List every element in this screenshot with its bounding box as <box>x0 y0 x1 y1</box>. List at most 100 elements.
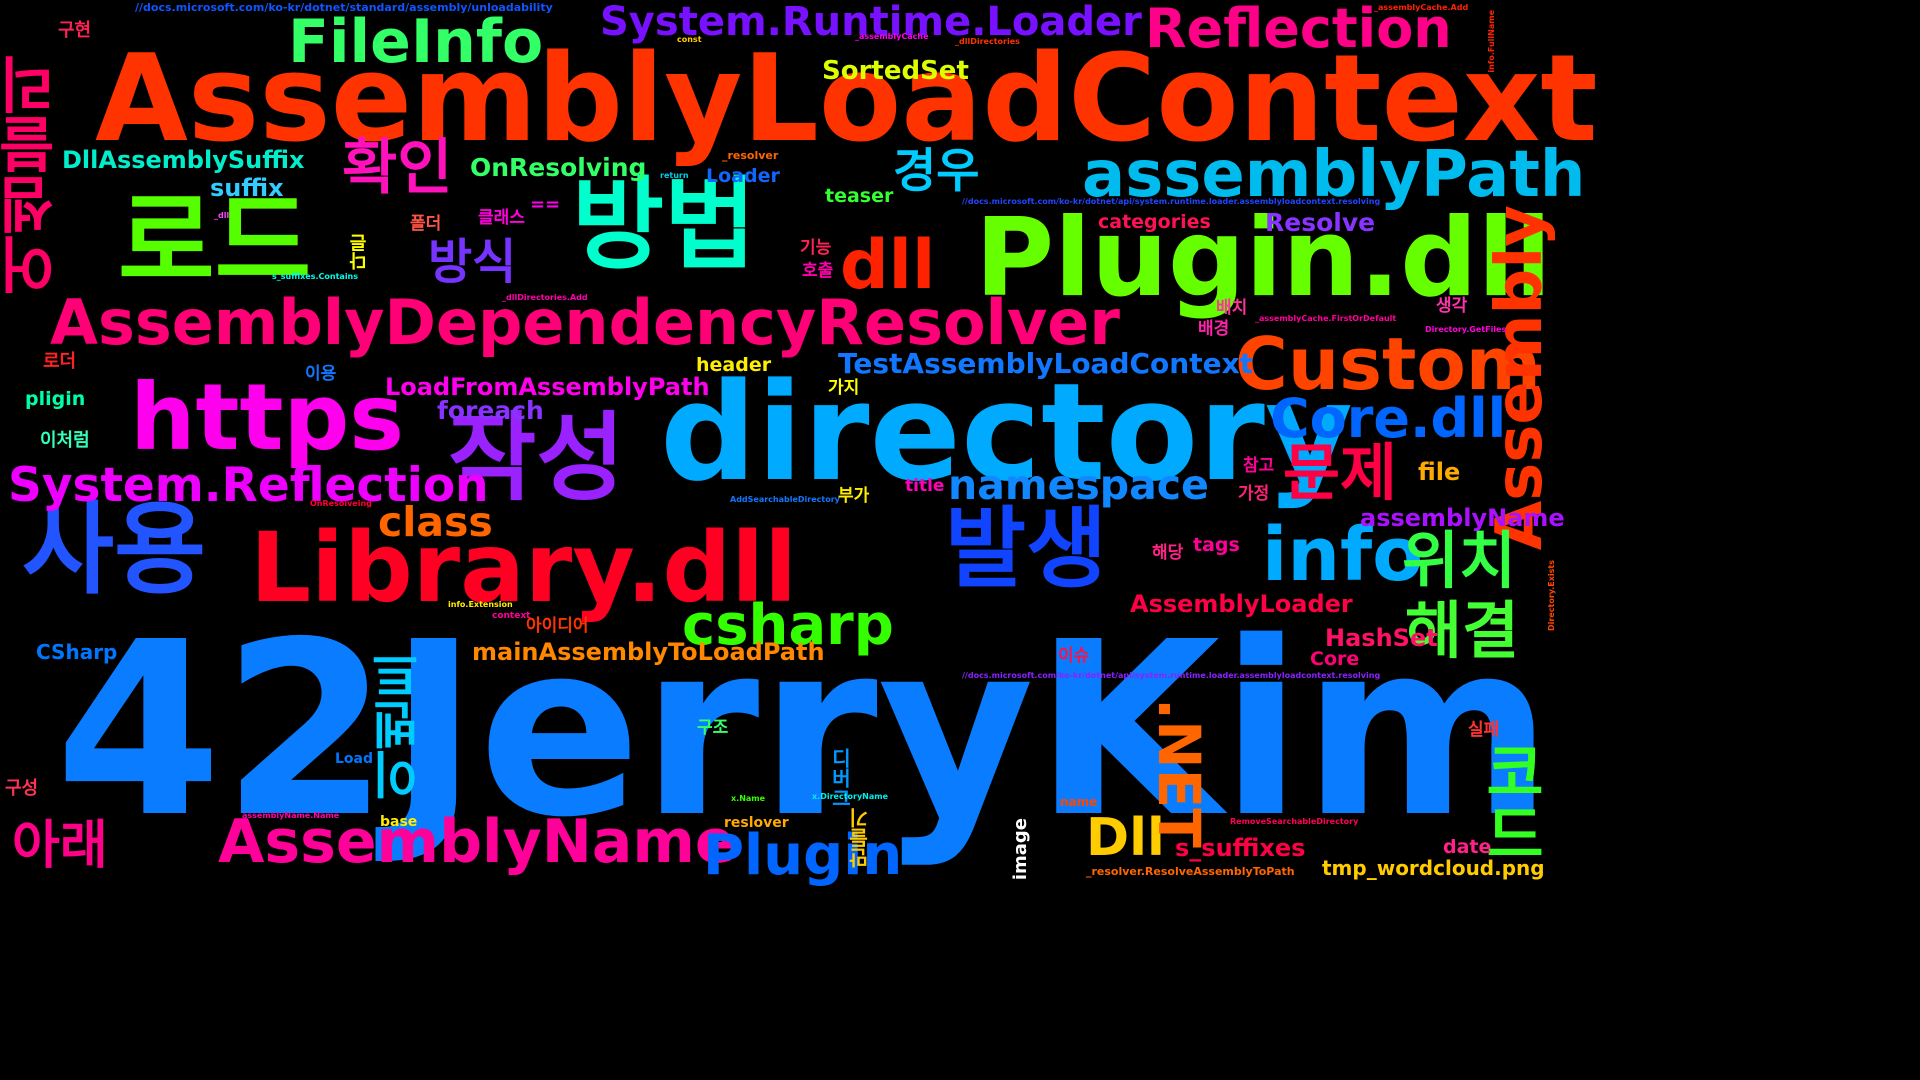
word-haegyeol: 해결 <box>1405 594 1520 667</box>
word-plugin-dll: Plugin.dll <box>975 196 1552 321</box>
word-resolve: Resolve <box>1265 208 1376 237</box>
word-gaji: 가지 <box>828 378 860 398</box>
word-const: const <box>677 35 702 44</box>
word-dll: dll <box>840 226 936 305</box>
word-icheoreom: 이처럼 <box>40 430 90 451</box>
word-loadfromassemblypath: LoadFromAssemblyPath <box>385 373 710 401</box>
word-testassemblyloadcontext: TestAssemblyLoadContext <box>838 347 1254 380</box>
word-haedang: 해당 <box>1152 543 1184 563</box>
word-s-suffixes-contains: s_suffixes.Contains <box>272 272 359 281</box>
word-custom: Custom <box>1235 322 1541 406</box>
word-https: https <box>130 364 405 471</box>
word-aidieo: 아이디어 <box>526 616 589 636</box>
word-balsaeng: 발생 <box>945 497 1107 600</box>
word-eosembeulli: 어셈블리 <box>0 55 67 295</box>
word-directory-exists: Directory.Exists <box>1547 560 1556 631</box>
word-addsearchabledirectory: AddSearchableDirectory <box>730 495 840 504</box>
word-url-resolving-2: //docs.microsoft.com/ko-kr/dotnet/api/sy… <box>962 671 1381 680</box>
word-url-resolving-1: //docs.microsoft.com/ko-kr/dotnet/api/sy… <box>962 197 1381 206</box>
word-csharp-cap: CSharp <box>36 640 118 664</box>
word-hochul: 호출 <box>802 261 834 281</box>
word-directory: directory <box>660 354 1353 511</box>
word-date: date <box>1443 836 1492 858</box>
word-baegyeong: 배경 <box>1198 319 1230 339</box>
word-title: title <box>905 476 945 496</box>
word-return: return <box>660 171 689 180</box>
word-sortedset: SortedSet <box>822 56 969 86</box>
word-core-dll: Core.dll <box>1270 387 1507 450</box>
word-dareun: 다른 <box>349 234 370 270</box>
word-file: file <box>1418 458 1461 486</box>
word-poldeo: 폴더 <box>410 214 442 234</box>
word-core: Core <box>1310 648 1360 670</box>
word-dll-cap: Dll <box>1086 808 1165 868</box>
word-dibeogeu: 디버그 <box>828 748 852 808</box>
word-buga: 부가 <box>838 486 870 506</box>
word-sayong: 사용 <box>22 491 206 608</box>
word-class: class <box>378 498 493 546</box>
word-bangbeop: 방법 <box>572 166 756 283</box>
word-baechi: 배치 <box>1216 298 1248 318</box>
word-rodeu: 로드 <box>118 181 312 303</box>
word-dlldirectories: _dllDirectories <box>955 37 1020 46</box>
word-arae: 아래 <box>12 816 108 876</box>
word-dotnet: .NET <box>1145 698 1213 848</box>
word-name: name <box>1060 795 1098 809</box>
word-keullaeseu: 클래스 <box>478 208 525 228</box>
word-info: info <box>1262 512 1424 598</box>
word-x-name: x.Name <box>731 794 766 803</box>
word-onresolving: OnResolving <box>470 153 647 182</box>
word-reflection: Reflection <box>1145 0 1452 60</box>
word-plugin: Plugin <box>703 823 903 888</box>
word-base: base <box>380 814 418 830</box>
word-assemblyname-lower: assemblyName <box>1360 504 1565 532</box>
word-info-fullname: info.FullName <box>1487 10 1496 73</box>
word-42jerrykim: 42JerryKim <box>55 590 1553 870</box>
word-suffix: suffix <box>210 174 284 202</box>
word-system-runtime-loader: System.Runtime.Loader <box>600 0 1142 45</box>
word-gujo: 구조 <box>697 718 729 738</box>
word-pligin: pligin <box>25 388 86 410</box>
word-directory-getfiles: Directory.GetFiles <box>1425 325 1507 334</box>
word-assemblydependencyresolver: AssemblyDependencyResolver <box>50 286 1120 359</box>
word-gajeong: 가정 <box>1238 484 1270 504</box>
word-assemblycache-add: _assemblyCache.Add <box>1374 3 1469 12</box>
word-guseong: 구성 <box>5 778 39 799</box>
word-library-dll: Library.dll <box>250 512 798 624</box>
word-assemblypath: assemblyPath <box>1082 138 1586 212</box>
word-saenggak: 생각 <box>1436 296 1468 316</box>
word-guhyeon: 구현 <box>58 20 92 41</box>
word-gyeongu: 경우 <box>893 144 980 199</box>
word-assembly: Assembly <box>1483 205 1557 551</box>
word-kodeu: 코드 <box>1473 740 1546 864</box>
word-dlldirectories-add: _dllDirectories.Add <box>502 293 588 302</box>
word-image: image <box>1010 818 1031 881</box>
word-url-unloadability: //docs.microsoft.com/ko-kr/dotnet/standa… <box>135 1 553 14</box>
word-assemblycache-firstordefault: _assemblyCache.FirstOrDefault <box>1255 314 1397 323</box>
word-rodeo: 로더 <box>43 351 77 372</box>
word-fileinfo: FileInfo <box>288 7 544 77</box>
word-hashset: HashSet <box>1325 624 1438 652</box>
word-reslover: reslover <box>724 815 789 831</box>
word-munje: 문제 <box>1283 436 1398 509</box>
word-assemblyloader: AssemblyLoader <box>1130 590 1353 618</box>
word-assemblyloadcontext: AssemblyLoadContext <box>95 30 1598 169</box>
word-equals: == <box>530 194 561 215</box>
word-context: context <box>492 611 531 621</box>
word-system-reflection: System.Reflection <box>8 458 489 513</box>
word-hwagin: 확인 <box>342 133 453 203</box>
word-x-directoryname: x.DirectoryName <box>812 792 889 801</box>
word-categories: categories <box>1098 211 1211 233</box>
word-gineung: 기능 <box>800 238 832 258</box>
word-assemblycache: _assemblyCache <box>855 32 929 41</box>
word-isyu: 이슈 <box>1058 646 1090 666</box>
word-bangsik: 방식 <box>428 234 517 290</box>
word-teaser: teaser <box>825 185 894 207</box>
word-tags: tags <box>1193 534 1240 556</box>
word-loader: Loader <box>706 165 780 187</box>
word-resolver-resolveassemblytopath: _resolver.ResolveAssemblyToPath <box>1086 865 1295 878</box>
word-mandeulgi: 만들기 <box>848 808 872 868</box>
word-info-extension: info.Extension <box>448 600 513 609</box>
word-resolver-field: _resolver <box>722 149 779 162</box>
